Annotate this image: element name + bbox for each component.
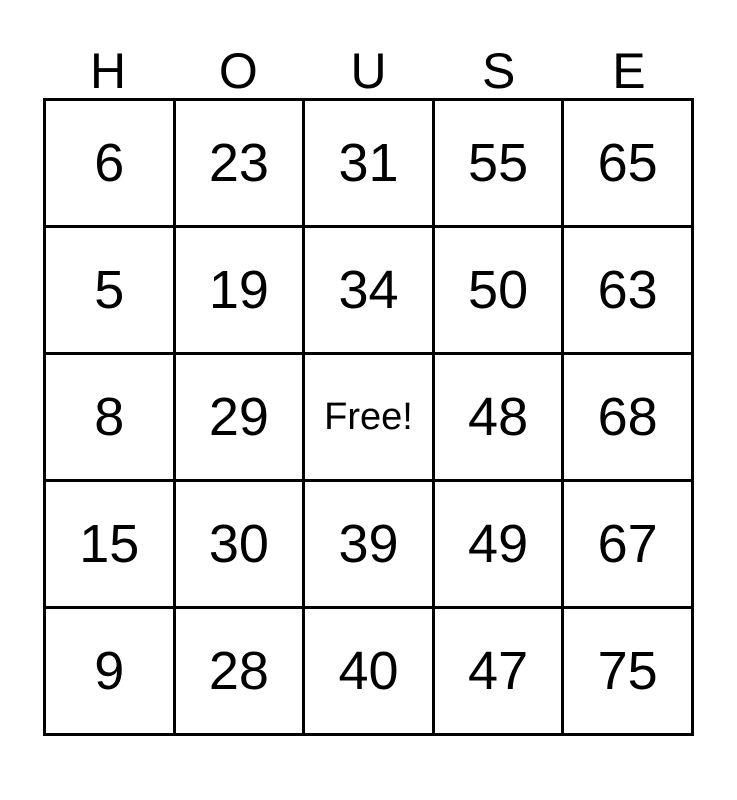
bingo-cell-o5[interactable]: 28 <box>175 609 306 736</box>
bingo-cell-s1[interactable]: 55 <box>434 101 565 228</box>
bingo-header-letter-s: S <box>482 43 516 99</box>
bingo-cell-o4[interactable]: 30 <box>175 482 306 609</box>
bingo-cell-e2[interactable]: 63 <box>564 228 694 355</box>
bingo-cell-e4[interactable]: 67 <box>564 482 694 609</box>
bingo-cell-e1[interactable]: 65 <box>564 101 694 228</box>
bingo-cell-h2[interactable]: 5 <box>46 228 176 355</box>
bingo-cell-u2[interactable]: 34 <box>305 228 435 355</box>
bingo-cell-u1[interactable]: 31 <box>305 101 435 228</box>
bingo-cell-e3[interactable]: 68 <box>564 355 694 482</box>
bingo-card: H O U S E 6 23 31 55 65 5 19 34 50 63 8 … <box>43 36 694 736</box>
bingo-cell-h1[interactable]: 6 <box>46 101 176 228</box>
bingo-cell-o2[interactable]: 19 <box>175 228 306 355</box>
table-row: 6 23 31 55 65 <box>46 101 694 228</box>
bingo-cell-u5[interactable]: 40 <box>305 609 435 736</box>
bingo-cell-o3[interactable]: 29 <box>175 355 306 482</box>
bingo-cell-s2[interactable]: 50 <box>434 228 565 355</box>
bingo-header-row: H O U S E <box>43 36 694 98</box>
table-row: 8 29 Free! 48 68 <box>46 355 694 482</box>
bingo-cell-e5[interactable]: 75 <box>564 609 694 736</box>
bingo-cell-h3[interactable]: 8 <box>46 355 176 482</box>
bingo-header-letter-e: E <box>612 43 646 99</box>
table-row: 5 19 34 50 63 <box>46 228 694 355</box>
table-row: 9 28 40 47 75 <box>46 609 694 736</box>
bingo-grid: 6 23 31 55 65 5 19 34 50 63 8 29 Free! 4… <box>43 98 694 736</box>
bingo-header-letter-o: O <box>218 43 258 99</box>
bingo-cell-s4[interactable]: 49 <box>434 482 565 609</box>
bingo-cell-o1[interactable]: 23 <box>175 101 306 228</box>
bingo-header-letter-h: H <box>90 43 127 99</box>
bingo-cell-free[interactable]: Free! <box>305 355 435 482</box>
table-row: 15 30 39 49 67 <box>46 482 694 609</box>
bingo-cell-u4[interactable]: 39 <box>305 482 435 609</box>
bingo-cell-h4[interactable]: 15 <box>46 482 176 609</box>
bingo-header-letter-u: U <box>350 43 387 99</box>
bingo-cell-h5[interactable]: 9 <box>46 609 176 736</box>
bingo-cell-s3[interactable]: 48 <box>434 355 565 482</box>
bingo-cell-s5[interactable]: 47 <box>434 609 565 736</box>
